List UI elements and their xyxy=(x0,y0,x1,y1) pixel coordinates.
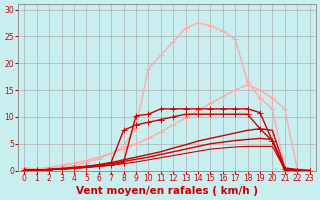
X-axis label: Vent moyen/en rafales ( km/h ): Vent moyen/en rafales ( km/h ) xyxy=(76,186,258,196)
